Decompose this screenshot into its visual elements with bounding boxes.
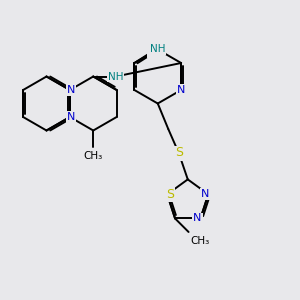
Text: NH: NH bbox=[108, 71, 124, 82]
Text: N: N bbox=[67, 85, 76, 95]
Text: CH₃: CH₃ bbox=[84, 151, 103, 160]
Text: S: S bbox=[166, 188, 174, 201]
Text: CH₃: CH₃ bbox=[190, 236, 209, 246]
Text: N: N bbox=[201, 189, 209, 199]
Text: O: O bbox=[148, 44, 158, 57]
Text: N: N bbox=[193, 214, 202, 224]
Text: NH: NH bbox=[150, 44, 166, 55]
Text: N: N bbox=[67, 112, 76, 122]
Text: S: S bbox=[175, 146, 183, 160]
Text: N: N bbox=[177, 85, 185, 95]
